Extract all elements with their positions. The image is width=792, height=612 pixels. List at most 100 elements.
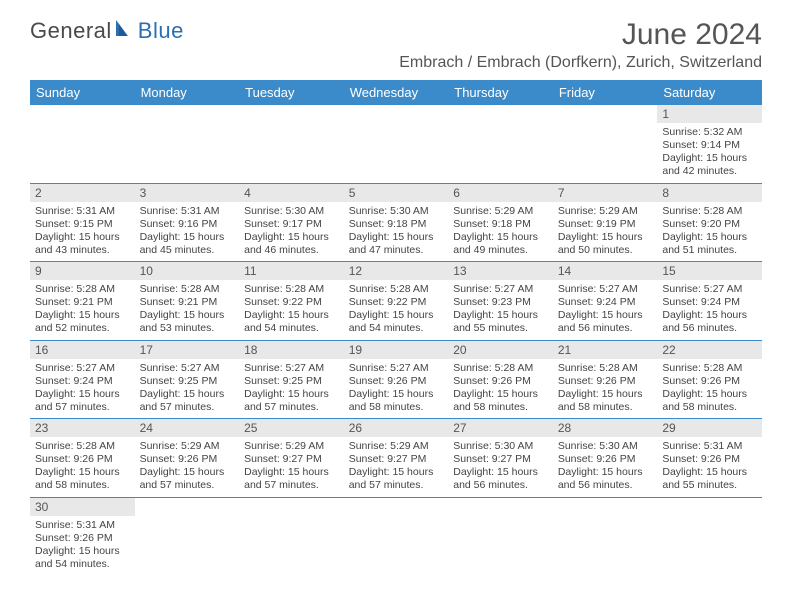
calendar-row: 1Sunrise: 5:32 AMSunset: 9:14 PMDaylight…: [30, 105, 762, 183]
sunset-text: Sunset: 9:22 PM: [244, 296, 339, 309]
calendar-cell: 30Sunrise: 5:31 AMSunset: 9:26 PMDayligh…: [30, 497, 135, 575]
sunrise-text: Sunrise: 5:31 AM: [662, 440, 757, 453]
calendar-cell: 5Sunrise: 5:30 AMSunset: 9:18 PMDaylight…: [344, 183, 449, 262]
sunrise-text: Sunrise: 5:31 AM: [35, 519, 130, 532]
daylight-text: Daylight: 15 hours and 58 minutes.: [453, 388, 548, 414]
day-detail: Sunrise: 5:31 AMSunset: 9:16 PMDaylight:…: [135, 202, 240, 262]
header: GeneralBlue June 2024 Embrach / Embrach …: [30, 18, 762, 72]
day-detail: Sunrise: 5:27 AMSunset: 9:24 PMDaylight:…: [553, 280, 658, 340]
day-number: [553, 105, 658, 121]
sunrise-text: Sunrise: 5:31 AM: [35, 205, 130, 218]
daylight-text: Daylight: 15 hours and 49 minutes.: [453, 231, 548, 257]
calendar-cell: [553, 105, 658, 183]
calendar-cell: 1Sunrise: 5:32 AMSunset: 9:14 PMDaylight…: [657, 105, 762, 183]
weekday-header: Friday: [553, 80, 658, 105]
day-number: 14: [553, 262, 658, 280]
sunrise-text: Sunrise: 5:28 AM: [349, 283, 444, 296]
sunrise-text: Sunrise: 5:29 AM: [244, 440, 339, 453]
day-number: 15: [657, 262, 762, 280]
calendar-header-row: Sunday Monday Tuesday Wednesday Thursday…: [30, 80, 762, 105]
calendar-cell: 27Sunrise: 5:30 AMSunset: 9:27 PMDayligh…: [448, 419, 553, 498]
day-number: 20: [448, 341, 553, 359]
daylight-text: Daylight: 15 hours and 54 minutes.: [35, 545, 130, 571]
day-detail: Sunrise: 5:28 AMSunset: 9:21 PMDaylight:…: [135, 280, 240, 340]
day-number: 29: [657, 419, 762, 437]
day-number: 6: [448, 184, 553, 202]
daylight-text: Daylight: 15 hours and 53 minutes.: [140, 309, 235, 335]
day-detail: Sunrise: 5:31 AMSunset: 9:26 PMDaylight:…: [657, 437, 762, 497]
day-detail: Sunrise: 5:28 AMSunset: 9:22 PMDaylight:…: [239, 280, 344, 340]
day-number: 27: [448, 419, 553, 437]
calendar-cell: [135, 105, 240, 183]
day-detail: Sunrise: 5:30 AMSunset: 9:17 PMDaylight:…: [239, 202, 344, 262]
daylight-text: Daylight: 15 hours and 56 minutes.: [558, 466, 653, 492]
day-number: [344, 105, 449, 121]
daylight-text: Daylight: 15 hours and 54 minutes.: [244, 309, 339, 335]
day-number: 19: [344, 341, 449, 359]
sunset-text: Sunset: 9:21 PM: [35, 296, 130, 309]
sunset-text: Sunset: 9:27 PM: [349, 453, 444, 466]
calendar-body: 1Sunrise: 5:32 AMSunset: 9:14 PMDaylight…: [30, 105, 762, 575]
calendar-cell: 15Sunrise: 5:27 AMSunset: 9:24 PMDayligh…: [657, 262, 762, 341]
day-detail: Sunrise: 5:28 AMSunset: 9:26 PMDaylight:…: [30, 437, 135, 497]
day-detail: Sunrise: 5:28 AMSunset: 9:26 PMDaylight:…: [448, 359, 553, 419]
sunset-text: Sunset: 9:26 PM: [662, 453, 757, 466]
day-number: 21: [553, 341, 658, 359]
day-detail: Sunrise: 5:27 AMSunset: 9:24 PMDaylight:…: [30, 359, 135, 419]
day-detail: Sunrise: 5:30 AMSunset: 9:18 PMDaylight:…: [344, 202, 449, 262]
day-detail: Sunrise: 5:27 AMSunset: 9:25 PMDaylight:…: [135, 359, 240, 419]
daylight-text: Daylight: 15 hours and 58 minutes.: [349, 388, 444, 414]
daylight-text: Daylight: 15 hours and 42 minutes.: [662, 152, 757, 178]
sunset-text: Sunset: 9:26 PM: [662, 375, 757, 388]
calendar-cell: 16Sunrise: 5:27 AMSunset: 9:24 PMDayligh…: [30, 340, 135, 419]
calendar-cell: 11Sunrise: 5:28 AMSunset: 9:22 PMDayligh…: [239, 262, 344, 341]
calendar-cell: 6Sunrise: 5:29 AMSunset: 9:18 PMDaylight…: [448, 183, 553, 262]
day-number: 1: [657, 105, 762, 123]
day-number: 9: [30, 262, 135, 280]
daylight-text: Daylight: 15 hours and 58 minutes.: [558, 388, 653, 414]
day-number: 10: [135, 262, 240, 280]
day-number: [239, 105, 344, 121]
day-number: 24: [135, 419, 240, 437]
calendar-cell: 29Sunrise: 5:31 AMSunset: 9:26 PMDayligh…: [657, 419, 762, 498]
day-detail: Sunrise: 5:30 AMSunset: 9:27 PMDaylight:…: [448, 437, 553, 497]
calendar-cell: [344, 497, 449, 575]
day-detail: Sunrise: 5:29 AMSunset: 9:27 PMDaylight:…: [344, 437, 449, 497]
day-number: 25: [239, 419, 344, 437]
sunrise-text: Sunrise: 5:32 AM: [662, 126, 757, 139]
calendar-cell: 13Sunrise: 5:27 AMSunset: 9:23 PMDayligh…: [448, 262, 553, 341]
daylight-text: Daylight: 15 hours and 55 minutes.: [662, 466, 757, 492]
sunset-text: Sunset: 9:21 PM: [140, 296, 235, 309]
calendar-cell: 23Sunrise: 5:28 AMSunset: 9:26 PMDayligh…: [30, 419, 135, 498]
day-number: 18: [239, 341, 344, 359]
daylight-text: Daylight: 15 hours and 56 minutes.: [453, 466, 548, 492]
day-detail: Sunrise: 5:32 AMSunset: 9:14 PMDaylight:…: [657, 123, 762, 183]
day-number: 5: [344, 184, 449, 202]
sunset-text: Sunset: 9:22 PM: [349, 296, 444, 309]
day-number: 12: [344, 262, 449, 280]
daylight-text: Daylight: 15 hours and 57 minutes.: [140, 388, 235, 414]
sunrise-text: Sunrise: 5:28 AM: [453, 362, 548, 375]
day-detail: Sunrise: 5:28 AMSunset: 9:22 PMDaylight:…: [344, 280, 449, 340]
sunset-text: Sunset: 9:26 PM: [35, 532, 130, 545]
weekday-header: Monday: [135, 80, 240, 105]
daylight-text: Daylight: 15 hours and 57 minutes.: [244, 388, 339, 414]
day-number: 4: [239, 184, 344, 202]
sunset-text: Sunset: 9:24 PM: [35, 375, 130, 388]
sunrise-text: Sunrise: 5:28 AM: [35, 440, 130, 453]
calendar-row: 16Sunrise: 5:27 AMSunset: 9:24 PMDayligh…: [30, 340, 762, 419]
sunrise-text: Sunrise: 5:31 AM: [140, 205, 235, 218]
title-block: June 2024 Embrach / Embrach (Dorfkern), …: [399, 18, 762, 72]
day-number: [30, 105, 135, 121]
calendar-cell: [553, 497, 658, 575]
sunset-text: Sunset: 9:27 PM: [453, 453, 548, 466]
day-number: 17: [135, 341, 240, 359]
daylight-text: Daylight: 15 hours and 47 minutes.: [349, 231, 444, 257]
sunrise-text: Sunrise: 5:27 AM: [35, 362, 130, 375]
sunset-text: Sunset: 9:24 PM: [662, 296, 757, 309]
sunset-text: Sunset: 9:25 PM: [244, 375, 339, 388]
daylight-text: Daylight: 15 hours and 58 minutes.: [35, 466, 130, 492]
daylight-text: Daylight: 15 hours and 56 minutes.: [558, 309, 653, 335]
sunset-text: Sunset: 9:26 PM: [35, 453, 130, 466]
day-number: [135, 105, 240, 121]
